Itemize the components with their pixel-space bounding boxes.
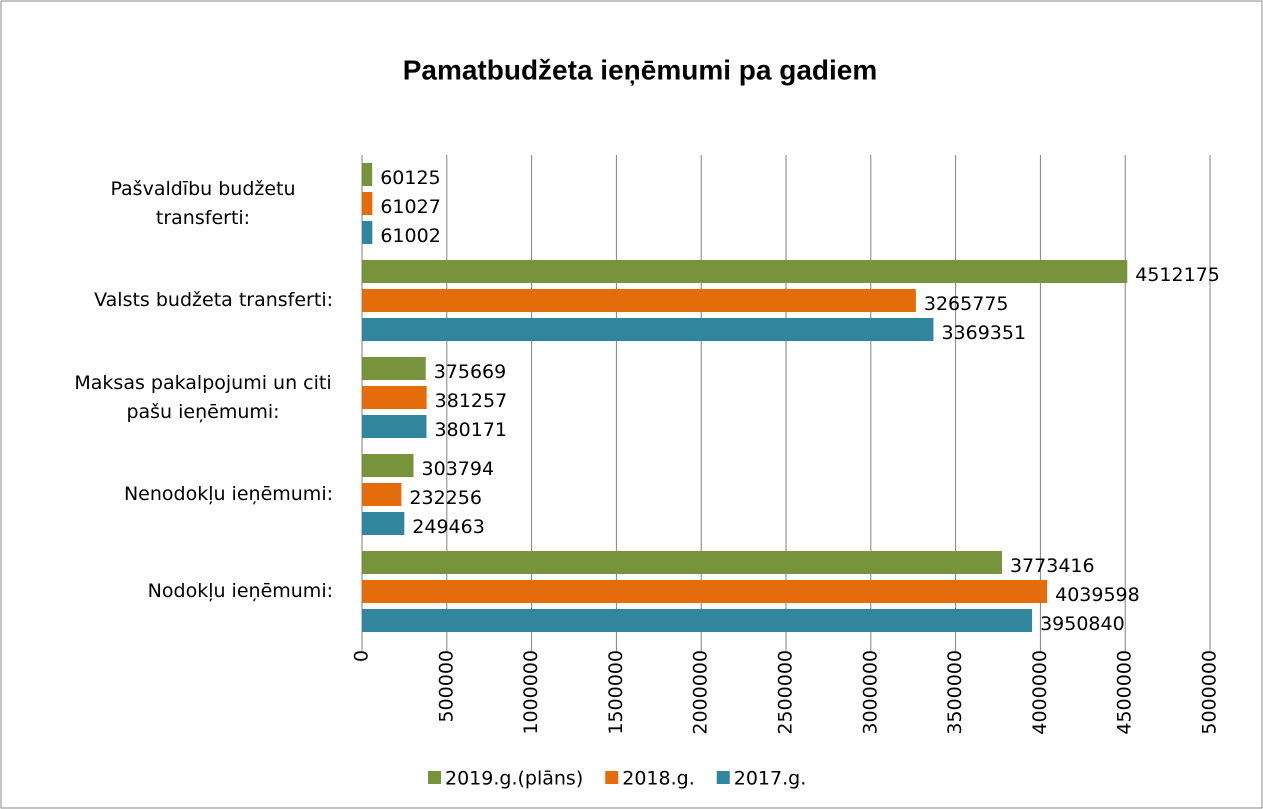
data-label: 4039598 bbox=[1055, 584, 1140, 606]
x-tick-label: 2500000 bbox=[775, 650, 797, 735]
bar bbox=[362, 483, 402, 506]
bar bbox=[362, 512, 405, 535]
data-label: 375669 bbox=[434, 361, 507, 383]
x-tick-label: 0 bbox=[351, 650, 373, 662]
legend-label: 2019.g.(plāns) bbox=[445, 768, 583, 790]
data-label: 3265775 bbox=[924, 293, 1009, 315]
data-label: 4512175 bbox=[1135, 264, 1220, 286]
bar bbox=[362, 609, 1033, 632]
bar bbox=[362, 260, 1128, 283]
data-label: 249463 bbox=[412, 516, 485, 538]
y-tick-label: Valsts budžeta transferti: bbox=[94, 289, 333, 311]
data-label: 380171 bbox=[434, 419, 507, 441]
legend-swatch bbox=[428, 771, 441, 784]
data-label: 3773416 bbox=[1010, 555, 1095, 577]
x-tick-label: 1500000 bbox=[605, 650, 627, 735]
legend-label: 2017.g. bbox=[734, 768, 807, 790]
x-tick-label: 500000 bbox=[435, 650, 457, 723]
y-tick-label: Nenodokļu ieņēmumi: bbox=[124, 483, 333, 505]
data-label: 381257 bbox=[435, 390, 508, 412]
x-tick-label: 4500000 bbox=[1114, 650, 1136, 735]
y-tick-label: Nodokļu ieņēmumi: bbox=[148, 580, 333, 602]
data-label: 303794 bbox=[422, 458, 495, 480]
bar bbox=[362, 580, 1048, 603]
bar bbox=[362, 551, 1002, 574]
x-tick-label: 2000000 bbox=[690, 650, 712, 735]
data-label: 61002 bbox=[380, 225, 440, 247]
x-tick-label: 4000000 bbox=[1029, 650, 1051, 735]
data-label: 232256 bbox=[409, 487, 482, 509]
bar bbox=[362, 415, 427, 438]
legend-swatch bbox=[716, 771, 730, 784]
data-label: 61027 bbox=[380, 196, 440, 218]
bar bbox=[362, 192, 373, 215]
data-label: 3950840 bbox=[1040, 613, 1125, 635]
y-tick-label: Maksas pakalpojumi un citi pašu ieņēmumi: bbox=[74, 372, 331, 423]
y-tick-label: Pašvaldību budžetu transferti: bbox=[110, 178, 295, 229]
data-label: 3369351 bbox=[941, 322, 1026, 344]
bar bbox=[362, 454, 414, 477]
x-tick-label: 1000000 bbox=[520, 650, 542, 735]
x-tick-label: 5000000 bbox=[1199, 650, 1221, 735]
chart-title: Pamatbudžeta ieņēmumi pa gadiem bbox=[403, 54, 878, 85]
bar bbox=[362, 221, 373, 244]
bar bbox=[362, 386, 427, 409]
x-tick-label: 3000000 bbox=[859, 650, 881, 735]
bar bbox=[362, 318, 934, 341]
x-tick-label: 3500000 bbox=[944, 650, 966, 735]
bar bbox=[362, 357, 426, 380]
legend-label: 2018.g. bbox=[622, 768, 695, 790]
legend-swatch bbox=[605, 771, 619, 784]
bar bbox=[362, 163, 373, 186]
data-label: 60125 bbox=[380, 167, 440, 189]
bar bbox=[362, 289, 916, 312]
